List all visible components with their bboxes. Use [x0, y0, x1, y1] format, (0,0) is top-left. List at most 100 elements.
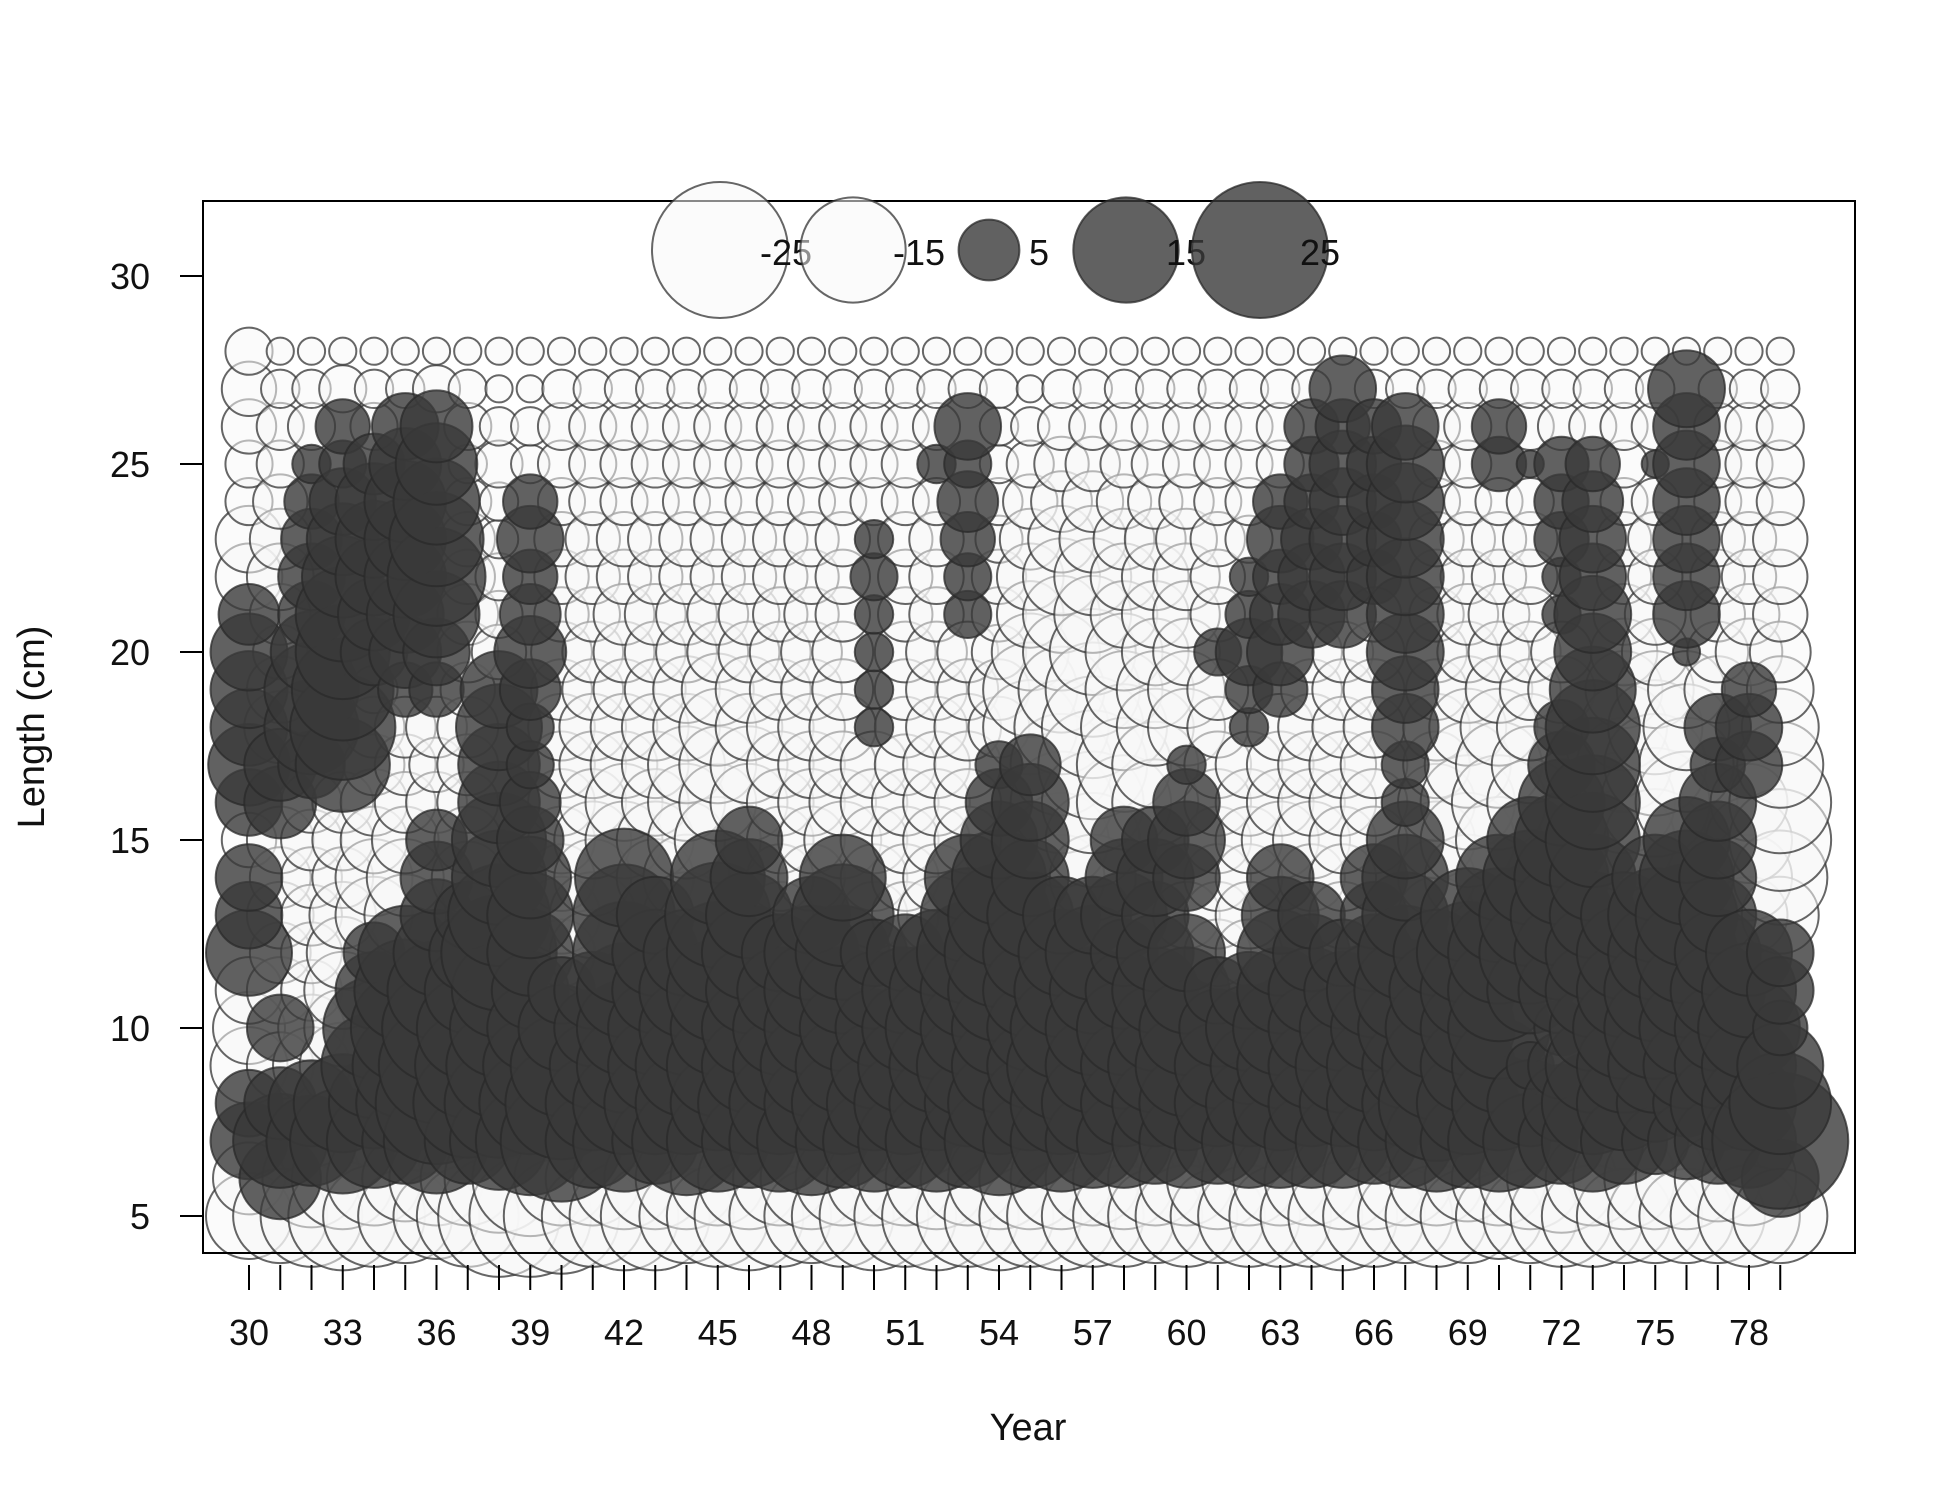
- x-tick-label: 42: [604, 1312, 644, 1353]
- negative-residual-bubble: [1390, 336, 1420, 366]
- positive-residual-bubble: [933, 392, 1003, 461]
- legend-bubble: [1072, 196, 1180, 304]
- negative-residual-bubble: [1171, 336, 1202, 366]
- positive-residual-bubble: [1647, 349, 1726, 429]
- negative-residual-bubble: [1078, 336, 1108, 366]
- x-tick-label: 51: [885, 1312, 925, 1353]
- positive-residual-bubble: [853, 631, 895, 673]
- negative-residual-bubble: [1484, 336, 1514, 366]
- legend-bubble: [1191, 181, 1329, 319]
- negative-residual-bubble: [703, 336, 733, 366]
- positive-residual-bubble: [1166, 744, 1207, 786]
- positive-residuals: [204, 349, 1850, 1221]
- negative-residual-bubble: [296, 336, 327, 366]
- positive-residual-bubble: [849, 552, 899, 602]
- negative-residual-bubble: [1265, 336, 1295, 366]
- negative-residual-bubble: [859, 336, 889, 366]
- negative-residual-bubble: [1734, 336, 1764, 366]
- negative-residual-bubble: [224, 326, 274, 376]
- positive-residual-bubble: [1720, 661, 1778, 718]
- negative-residual-bubble: [1046, 336, 1077, 366]
- negative-residual-bubble: [359, 336, 389, 366]
- negative-residual-bubble: [984, 336, 1014, 366]
- negative-residual-bubble: [515, 374, 545, 404]
- negative-residual-bubble: [734, 336, 764, 366]
- negative-residual-bubble: [265, 336, 295, 366]
- x-tick-label: 72: [1541, 1312, 1581, 1353]
- y-axis: 5 10 15 20 25 30: [110, 256, 203, 1237]
- negative-residual-bubble: [1234, 336, 1264, 366]
- negative-residual-bubble: [1609, 336, 1639, 366]
- positive-residual-bubble: [1370, 392, 1440, 461]
- negative-residual-bubble: [765, 336, 795, 366]
- legend-bubble: [651, 181, 789, 319]
- negative-residual-bubble: [1109, 336, 1139, 366]
- negative-residuals: [204, 326, 1833, 1278]
- x-tick-label: 63: [1260, 1312, 1300, 1353]
- x-tick-label: 60: [1166, 1312, 1206, 1353]
- negative-residual-bubble: [546, 336, 577, 366]
- x-tick-label: 69: [1448, 1312, 1488, 1353]
- negative-residual-bubble: [1515, 336, 1545, 366]
- negative-residual-bubble: [796, 336, 827, 366]
- negative-residual-bubble: [671, 336, 702, 366]
- positive-residual-bubble: [245, 993, 315, 1063]
- x-axis: 30 33 36 39 42 45 48 51 54 57 60 63 66 69 72 75 78: [229, 1265, 1782, 1353]
- x-tick-label: 78: [1729, 1312, 1769, 1353]
- y-tick-label: 25: [110, 444, 150, 485]
- x-tick-label: 54: [979, 1312, 1019, 1353]
- positive-residual-bubble: [214, 843, 284, 912]
- negative-residual-bubble: [390, 336, 420, 366]
- negative-residual-bubble: [421, 336, 452, 366]
- y-tick-label: 20: [110, 632, 150, 673]
- legend-bubble: [799, 196, 907, 304]
- positive-residual-bubble: [853, 669, 895, 710]
- negative-residual-bubble: [1015, 374, 1045, 404]
- negative-residual-bubble: [1296, 336, 1327, 366]
- positive-residual-bubble: [217, 582, 281, 646]
- legend-label: 25: [1300, 232, 1340, 273]
- y-tick-label: 15: [110, 820, 150, 861]
- positive-residual-bubble: [399, 389, 474, 464]
- x-tick-label: 48: [791, 1312, 831, 1353]
- negative-residual-bubble: [953, 336, 983, 366]
- bubble-layer: [204, 326, 1850, 1278]
- positive-residual-bubble: [1470, 398, 1528, 455]
- y-axis-label: Length (cm): [11, 626, 53, 829]
- x-tick-label: 75: [1635, 1312, 1675, 1353]
- x-tick-label: 45: [698, 1312, 738, 1353]
- legend: -25 -15 5 15 25: [651, 181, 1340, 319]
- y-tick-label: 30: [110, 256, 150, 297]
- legend-label: -15: [893, 232, 945, 273]
- positive-residual-bubble: [853, 518, 895, 560]
- negative-residual-bubble: [640, 336, 670, 366]
- negative-residual-bubble: [1203, 336, 1233, 366]
- positive-residual-bubble: [798, 833, 887, 922]
- positive-residual-bubble: [998, 733, 1062, 797]
- negative-residual-bubble: [1015, 336, 1045, 366]
- negative-residual-bubble: [1760, 368, 1801, 410]
- x-tick-label: 30: [229, 1312, 269, 1353]
- positive-residual-bubble: [714, 805, 784, 875]
- negative-residual-bubble: [515, 336, 545, 366]
- x-tick-label: 39: [510, 1312, 550, 1353]
- plot-frame: [202, 200, 1856, 1254]
- negative-residual-bubble: [328, 336, 358, 366]
- negative-residual-bubble: [890, 336, 920, 366]
- x-tick-label: 33: [323, 1312, 363, 1353]
- x-tick-label: 66: [1354, 1312, 1394, 1353]
- negative-residual-bubble: [1359, 336, 1389, 366]
- negative-residual-bubble: [1140, 336, 1170, 366]
- legend-label: 5: [1029, 232, 1049, 273]
- positive-residual-bubble: [1745, 918, 1815, 988]
- negative-residual-bubble: [1453, 336, 1483, 366]
- negative-residual-bubble: [1421, 336, 1452, 366]
- positive-residual-bubble: [853, 706, 895, 748]
- legend-bubble: [957, 218, 1021, 282]
- y-tick-label: 5: [130, 1196, 150, 1237]
- x-axis-label: Year: [990, 1407, 1067, 1449]
- negative-residual-bubble: [609, 336, 639, 366]
- y-tick-label: 10: [110, 1008, 150, 1049]
- positive-residual-bubble: [502, 473, 559, 530]
